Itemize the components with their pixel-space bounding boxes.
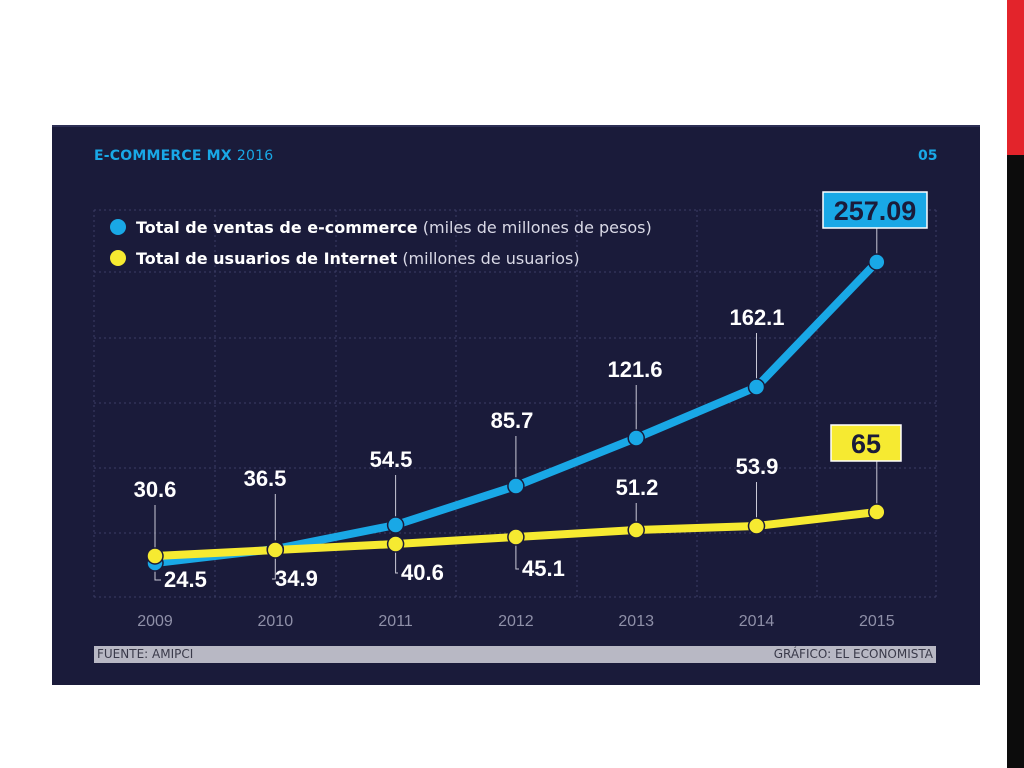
data-label: 85.7 [491, 408, 534, 433]
legend-dot-blue-icon [110, 219, 126, 235]
data-label: 24.5 [164, 567, 207, 592]
data-label: 40.6 [401, 560, 444, 585]
legend-item-usuarios: Total de usuarios de Internet (millones … [110, 249, 580, 268]
legend-unit: (miles de millones de pesos) [422, 218, 652, 237]
x-tick-label: 2011 [378, 613, 413, 630]
data-point [386, 535, 405, 553]
page-number: 05 [918, 148, 938, 164]
x-tick-label: 2012 [498, 613, 534, 630]
footer-bar [94, 646, 936, 663]
data-point [507, 477, 525, 495]
leader-line [515, 537, 519, 570]
chart-title: E-COMMERCE MX 2016 [94, 148, 273, 164]
chart-title-text: E-COMMERCE MX [94, 148, 232, 164]
data-point [507, 528, 525, 546]
highlight-box [822, 191, 928, 229]
legend-dot-yellow-icon [110, 250, 126, 266]
data-label-highlight: 257.09 [834, 196, 917, 226]
slide-accent-bar [1007, 0, 1024, 155]
data-point [868, 503, 886, 521]
data-point [627, 521, 645, 539]
data-label: 51.2 [616, 475, 659, 500]
x-tick-label: 2014 [739, 613, 775, 630]
x-tick-label: 2009 [137, 613, 173, 630]
data-label: 54.5 [370, 447, 413, 472]
leader-line [395, 544, 398, 574]
x-tick-label: 2013 [618, 613, 654, 630]
data-label: 30.6 [134, 477, 177, 502]
data-point [386, 516, 405, 534]
credit-note: GRÁFICO: EL ECONOMISTA [773, 647, 933, 661]
data-label: 36.5 [244, 466, 287, 491]
source-note: FUENTE: AMIPCI [97, 647, 194, 661]
x-tick-label: 2015 [859, 613, 895, 630]
data-label: 34.9 [275, 566, 318, 591]
chart-title-year: 2016 [236, 148, 274, 164]
slide-edge-bar [1007, 155, 1024, 768]
data-point [266, 541, 285, 559]
data-point [747, 517, 766, 535]
legend-name: Total de ventas de e-commerce [136, 218, 418, 237]
data-label: 53.9 [736, 454, 779, 479]
data-point [747, 378, 766, 396]
legend-name: Total de usuarios de Internet [136, 249, 398, 268]
data-point [868, 253, 886, 271]
data-label: 121.6 [607, 357, 662, 382]
data-point [627, 429, 645, 447]
data-label: 162.1 [729, 305, 784, 330]
leader-line [272, 549, 276, 580]
highlight-box [830, 424, 902, 462]
data-point [146, 547, 164, 565]
data-label-highlight: 65 [851, 429, 881, 459]
data-label: 45.1 [522, 556, 565, 581]
x-tick-label: 2010 [258, 613, 294, 630]
legend-item-ventas: Total de ventas de e-commerce (miles de … [110, 218, 652, 237]
legend-unit: (millones de usuarios) [402, 249, 580, 268]
